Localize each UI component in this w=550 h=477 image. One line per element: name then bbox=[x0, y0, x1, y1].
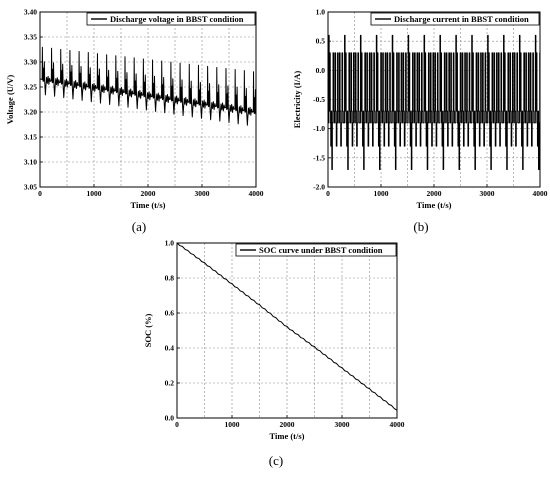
y-tick-label: 0.2 bbox=[165, 379, 175, 388]
y-tick-label: 0.5 bbox=[316, 37, 326, 46]
x-tick-label: 4000 bbox=[533, 189, 548, 198]
chart-panel-1: 0 1000 2000 3000 4000 3.05 3.10 3.15 3.20 3.25 3.3… bbox=[5, 8, 264, 235]
grid bbox=[177, 243, 397, 418]
x-tick-label: 2000 bbox=[280, 420, 295, 429]
y-tick-label: 0.0 bbox=[165, 414, 175, 423]
legend-label: Discharge voltage in BBST condition bbox=[110, 14, 244, 24]
y-tick-label: 1.0 bbox=[165, 239, 175, 248]
y-tick-label: 3.20 bbox=[24, 108, 37, 117]
legend-label: SOC curve under BBST condition bbox=[259, 245, 383, 255]
y-tick-label: -0.5 bbox=[313, 95, 325, 104]
panel-label: (a) bbox=[132, 219, 146, 234]
y-tick-label: 1.0 bbox=[316, 8, 326, 17]
y-tick-label: 0.4 bbox=[165, 344, 175, 353]
y-tick-label: -1.5 bbox=[313, 153, 325, 162]
y-tick-label: -1.0 bbox=[313, 124, 325, 133]
chart-panel-2: 0 1000 2000 3000 4000 -2.0 -1.5 -1.0 -0.5 0.0 0.5 1… bbox=[292, 8, 548, 235]
x-axis-label: Time (t/s) bbox=[130, 200, 165, 210]
x-tick-label: 2000 bbox=[141, 189, 156, 198]
legend-box bbox=[370, 12, 540, 26]
y-axis-label: SOC (%) bbox=[143, 313, 153, 347]
panel-label: (b) bbox=[413, 219, 428, 234]
x-tick-label: 0 bbox=[38, 189, 42, 198]
y-tick-label: 3.40 bbox=[24, 8, 37, 17]
grid bbox=[40, 12, 256, 187]
y-tick-label: 3.35 bbox=[24, 33, 37, 42]
y-tick-label: 3.05 bbox=[24, 183, 37, 192]
y-axis-label: Electricity (I/A) bbox=[292, 71, 302, 129]
y-tick-label: 3.30 bbox=[24, 58, 37, 67]
x-axis-label: Time (t/s) bbox=[269, 431, 304, 441]
chart-panel-3: 0 1000 2000 3000 4000 0.0 0.2 0.4 0.6 0.8 1.0 Time … bbox=[143, 239, 405, 469]
legend-label: Discharge current in BBST condition bbox=[394, 14, 529, 24]
y-tick-label: 3.25 bbox=[24, 83, 37, 92]
x-tick-label: 1000 bbox=[374, 189, 389, 198]
x-tick-label: 3000 bbox=[335, 420, 350, 429]
legend-box bbox=[235, 243, 397, 257]
series-line bbox=[328, 34, 541, 170]
legend-box bbox=[86, 12, 256, 26]
x-tick-label: 1000 bbox=[225, 420, 240, 429]
x-tick-label: 0 bbox=[175, 420, 179, 429]
x-tick-label: 4000 bbox=[249, 189, 264, 198]
series-line bbox=[176, 242, 398, 411]
y-tick-label: 0.0 bbox=[316, 66, 326, 75]
panel-label: (c) bbox=[269, 453, 283, 468]
legend: Discharge voltage in BBST condition bbox=[86, 12, 256, 26]
x-tick-label: 0 bbox=[326, 189, 330, 198]
legend: SOC curve under BBST condition bbox=[235, 243, 397, 257]
x-tick-label: 4000 bbox=[390, 420, 405, 429]
y-axis-label: Voltage (U/V) bbox=[5, 75, 15, 125]
series-line bbox=[39, 46, 257, 126]
x-axis-label: Time (t/s) bbox=[416, 200, 451, 210]
y-tick-label: -2.0 bbox=[313, 183, 325, 192]
x-tick-label: 1000 bbox=[87, 189, 102, 198]
y-tick-label: 3.15 bbox=[24, 133, 37, 142]
y-tick-label: 0.8 bbox=[165, 274, 175, 283]
x-tick-label: 3000 bbox=[480, 189, 495, 198]
y-tick-label: 3.10 bbox=[24, 158, 37, 167]
x-tick-label: 3000 bbox=[195, 189, 210, 198]
x-tick-label: 2000 bbox=[427, 189, 442, 198]
legend: Discharge current in BBST condition bbox=[370, 12, 540, 26]
y-tick-label: 0.6 bbox=[165, 309, 175, 318]
